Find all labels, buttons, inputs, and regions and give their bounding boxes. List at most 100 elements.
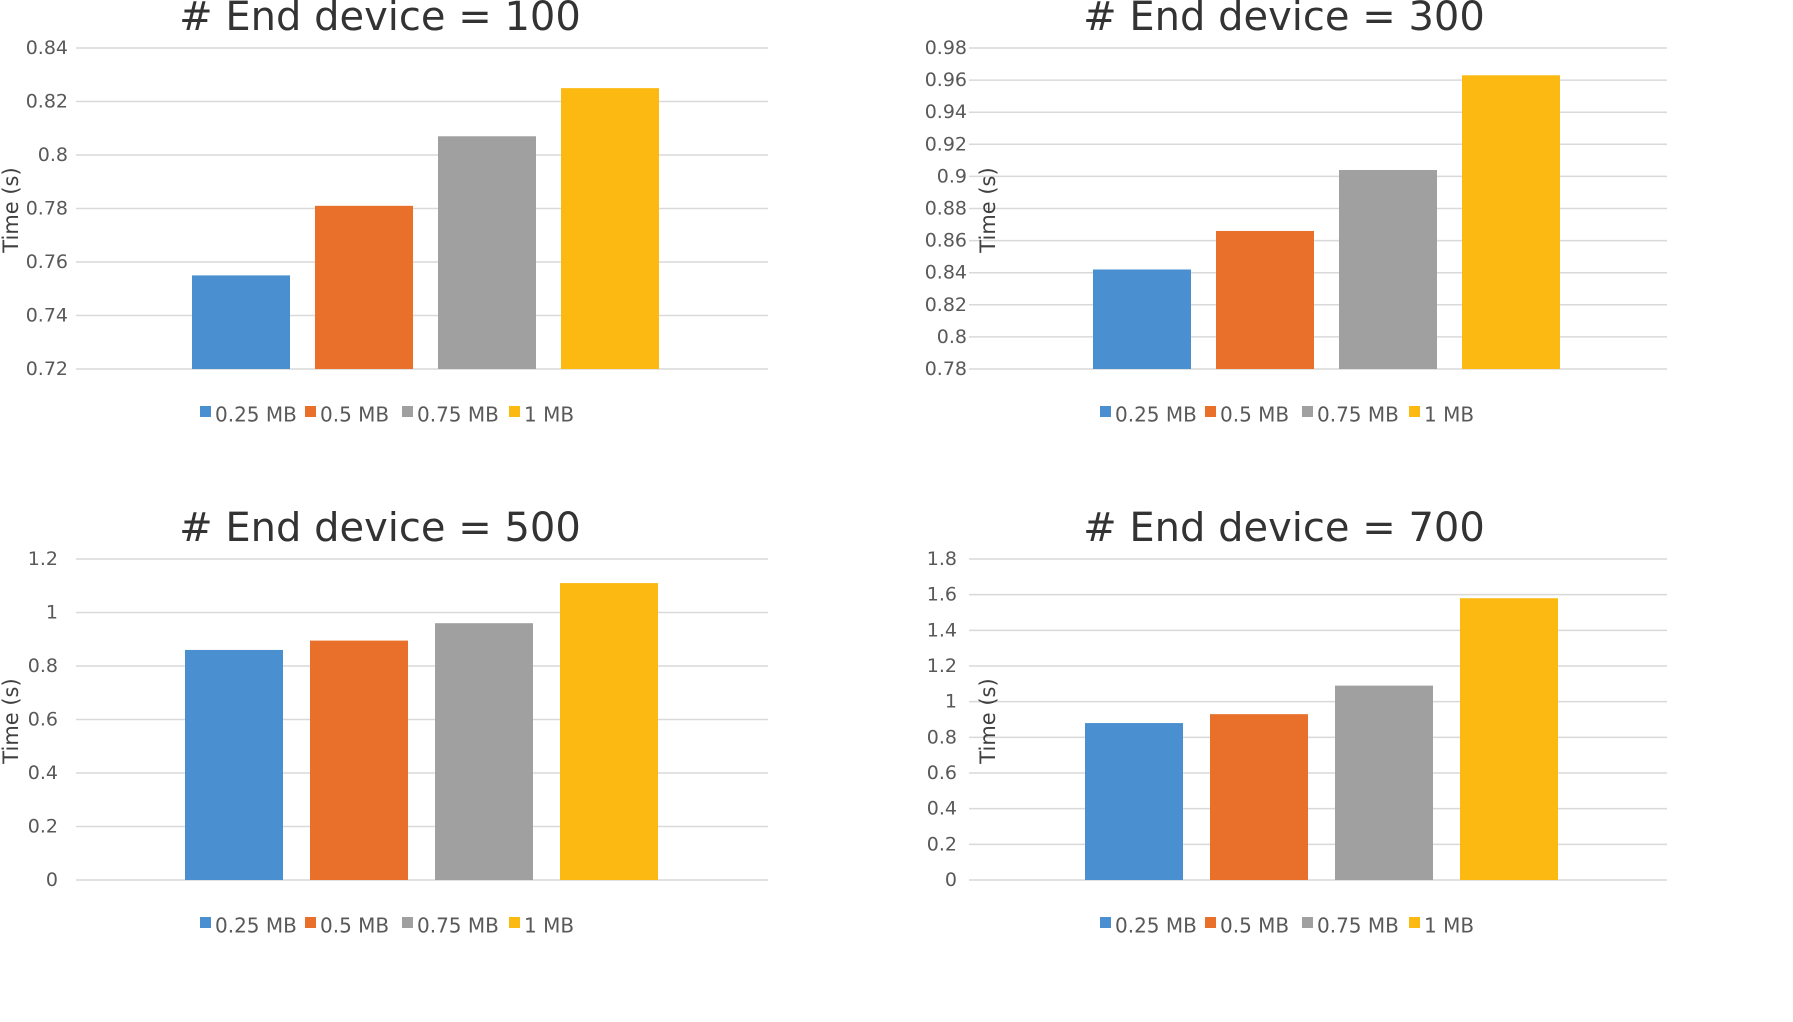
y-tick-label: 0.88 <box>925 198 967 220</box>
legend-label-1-mb: 1 MB <box>524 914 574 938</box>
legend-swatch-0-75-mb <box>402 917 413 928</box>
bar-0-25-mb <box>1093 269 1191 369</box>
legend-swatch-1-mb <box>509 406 520 417</box>
bar-1-mb <box>1460 598 1558 880</box>
chart-group: # End device = 700 0 0.2 0.4 0.6 0.8 1 1.2 1.4 1.… <box>927 511 1667 938</box>
legend-label-0-75-mb: 0.75 MB <box>1317 914 1399 938</box>
legend-label-0-75-mb: 0.75 MB <box>417 914 499 938</box>
legend-swatch-1-mb <box>1409 406 1420 417</box>
y-tick-label: 0.82 <box>26 91 68 113</box>
legend-swatch-1-mb <box>1409 917 1420 928</box>
y-tick-label: 1.2 <box>28 548 58 570</box>
legend-label-1-mb: 1 MB <box>1424 403 1474 427</box>
bar-0-25-mb <box>185 649 283 880</box>
chart-svg-500: # End device = 500 0 0.2 0.4 0.6 0.8 1 1.2 Time … <box>0 511 768 938</box>
legend-swatch-0-5-mb <box>1205 406 1216 417</box>
chart-title: # End device = 100 <box>179 0 581 40</box>
y-tick-label: 0.98 <box>925 37 967 59</box>
legend-label-0-25-mb: 0.25 MB <box>1115 914 1197 938</box>
legend-label-1-mb: 1 MB <box>524 403 574 427</box>
y-tick-label: 1.2 <box>927 655 957 677</box>
y-tick-label: 0.82 <box>925 294 967 316</box>
y-tick-label: 0.74 <box>26 305 68 327</box>
legend-swatch-0-75-mb <box>1302 406 1313 417</box>
legend-label-0-25-mb: 0.25 MB <box>1115 403 1197 427</box>
chart-title: # End device = 700 <box>1083 511 1485 551</box>
y-tick-label: 0.94 <box>925 101 967 123</box>
y-tick-label: 1 <box>945 691 957 713</box>
bar-0-75-mb <box>438 136 536 369</box>
bar-0-25-mb <box>1085 723 1183 880</box>
y-tick-label: 0.86 <box>925 230 967 252</box>
y-tick-label: 0.92 <box>925 133 967 155</box>
bar-0-75-mb <box>1335 685 1433 880</box>
y-tick-label: 0.84 <box>26 37 68 59</box>
y-tick-label: 0.76 <box>26 251 68 273</box>
chart-panel-700: # End device = 700 0 0.2 0.4 0.6 0.8 1 1.2 1.4 1.… <box>897 511 1793 1022</box>
chart-panel-300: # End device = 300 0.78 0.8 0.82 0.84 0.86 0.8… <box>897 0 1793 511</box>
y-tick-label: 0.6 <box>927 762 957 784</box>
legend-swatch-0-25-mb <box>1100 406 1111 417</box>
legend-label-0-75-mb: 0.75 MB <box>1317 403 1399 427</box>
chart-svg-700: # End device = 700 0 0.2 0.4 0.6 0.8 1 1.2 1.4 1.… <box>927 511 1667 938</box>
y-tick-label: 0.78 <box>26 198 68 220</box>
legend-label-1-mb: 1 MB <box>1424 914 1474 938</box>
y-tick-label: 1.6 <box>927 584 957 606</box>
y-axis-label: Time (s) <box>0 678 23 764</box>
chart-panel-100: # End device = 100 0.72 0.74 0.76 0.78 0.8 0.8… <box>0 0 896 511</box>
y-tick-label: 0.8 <box>38 144 68 166</box>
legend-swatch-0-5-mb <box>1205 917 1216 928</box>
bar-0-5-mb <box>310 640 408 880</box>
legend-label-0-25-mb: 0.25 MB <box>215 403 297 427</box>
legend-label-0-25-mb: 0.25 MB <box>215 914 297 938</box>
y-axis-label: Time (s) <box>0 167 23 253</box>
y-axis-label: Time (s) <box>976 167 1000 253</box>
legend-swatch-0-25-mb <box>1100 917 1111 928</box>
chart-svg-300: # End device = 300 0.78 0.8 0.82 0.84 0.86 0.8… <box>925 0 1667 427</box>
bar-0-75-mb <box>1339 169 1437 369</box>
y-tick-label: 0.8 <box>937 326 967 348</box>
y-tick-label: 0 <box>945 869 957 891</box>
legend-label-0-5-mb: 0.5 MB <box>1220 403 1289 427</box>
chart-group: # End device = 300 0.78 0.8 0.82 0.84 0.86 0.8… <box>925 0 1667 427</box>
y-tick-label: 1 <box>46 602 58 624</box>
y-axis-label: Time (s) <box>976 678 1000 764</box>
y-tick-label: 0.2 <box>28 816 58 838</box>
bar-1-mb <box>1462 75 1560 369</box>
legend-swatch-0-25-mb <box>200 406 211 417</box>
y-tick-label: 0.72 <box>26 358 68 380</box>
chart-svg-100: # End device = 100 0.72 0.74 0.76 0.78 0.8 0.8… <box>0 0 768 427</box>
chart-panel-500: # End device = 500 0 0.2 0.4 0.6 0.8 1 1.2 Time … <box>0 511 896 1022</box>
y-tick-label: 0.96 <box>925 69 967 91</box>
legend-swatch-1-mb <box>509 917 520 928</box>
chart-group: # End device = 500 0 0.2 0.4 0.6 0.8 1 1.2 Time … <box>0 511 768 938</box>
y-tick-label: 1.4 <box>927 619 957 641</box>
bar-0-75-mb <box>435 623 533 880</box>
legend-swatch-0-25-mb <box>200 917 211 928</box>
y-tick-label: 0.84 <box>925 262 967 284</box>
y-tick-label: 0.6 <box>28 709 58 731</box>
bar-1-mb <box>561 88 659 369</box>
chart-title: # End device = 300 <box>1083 0 1485 40</box>
y-tick-label: 0.2 <box>927 833 957 855</box>
y-tick-label: 0.8 <box>927 726 957 748</box>
legend-swatch-0-75-mb <box>402 406 413 417</box>
legend-swatch-0-5-mb <box>305 917 316 928</box>
bar-0-5-mb <box>1216 230 1314 369</box>
bar-0-5-mb <box>1210 714 1308 880</box>
y-tick-label: 0.9 <box>937 165 967 187</box>
y-tick-label: 0.8 <box>28 655 58 677</box>
y-tick-label: 1.8 <box>927 548 957 570</box>
y-tick-label: 0.4 <box>28 762 58 784</box>
chart-title: # End device = 500 <box>179 511 581 551</box>
bar-1-mb <box>560 583 658 880</box>
y-tick-label: 0.78 <box>925 358 967 380</box>
legend-swatch-0-75-mb <box>1302 917 1313 928</box>
legend-label-0-75-mb: 0.75 MB <box>417 403 499 427</box>
chart-group: # End device = 100 0.72 0.74 0.76 0.78 0.8 0.8… <box>0 0 768 427</box>
bar-0-25-mb <box>192 275 290 369</box>
legend-label-0-5-mb: 0.5 MB <box>1220 914 1289 938</box>
legend-swatch-0-5-mb <box>305 406 316 417</box>
y-tick-label: 0.4 <box>927 798 957 820</box>
bar-0-5-mb <box>315 205 413 369</box>
